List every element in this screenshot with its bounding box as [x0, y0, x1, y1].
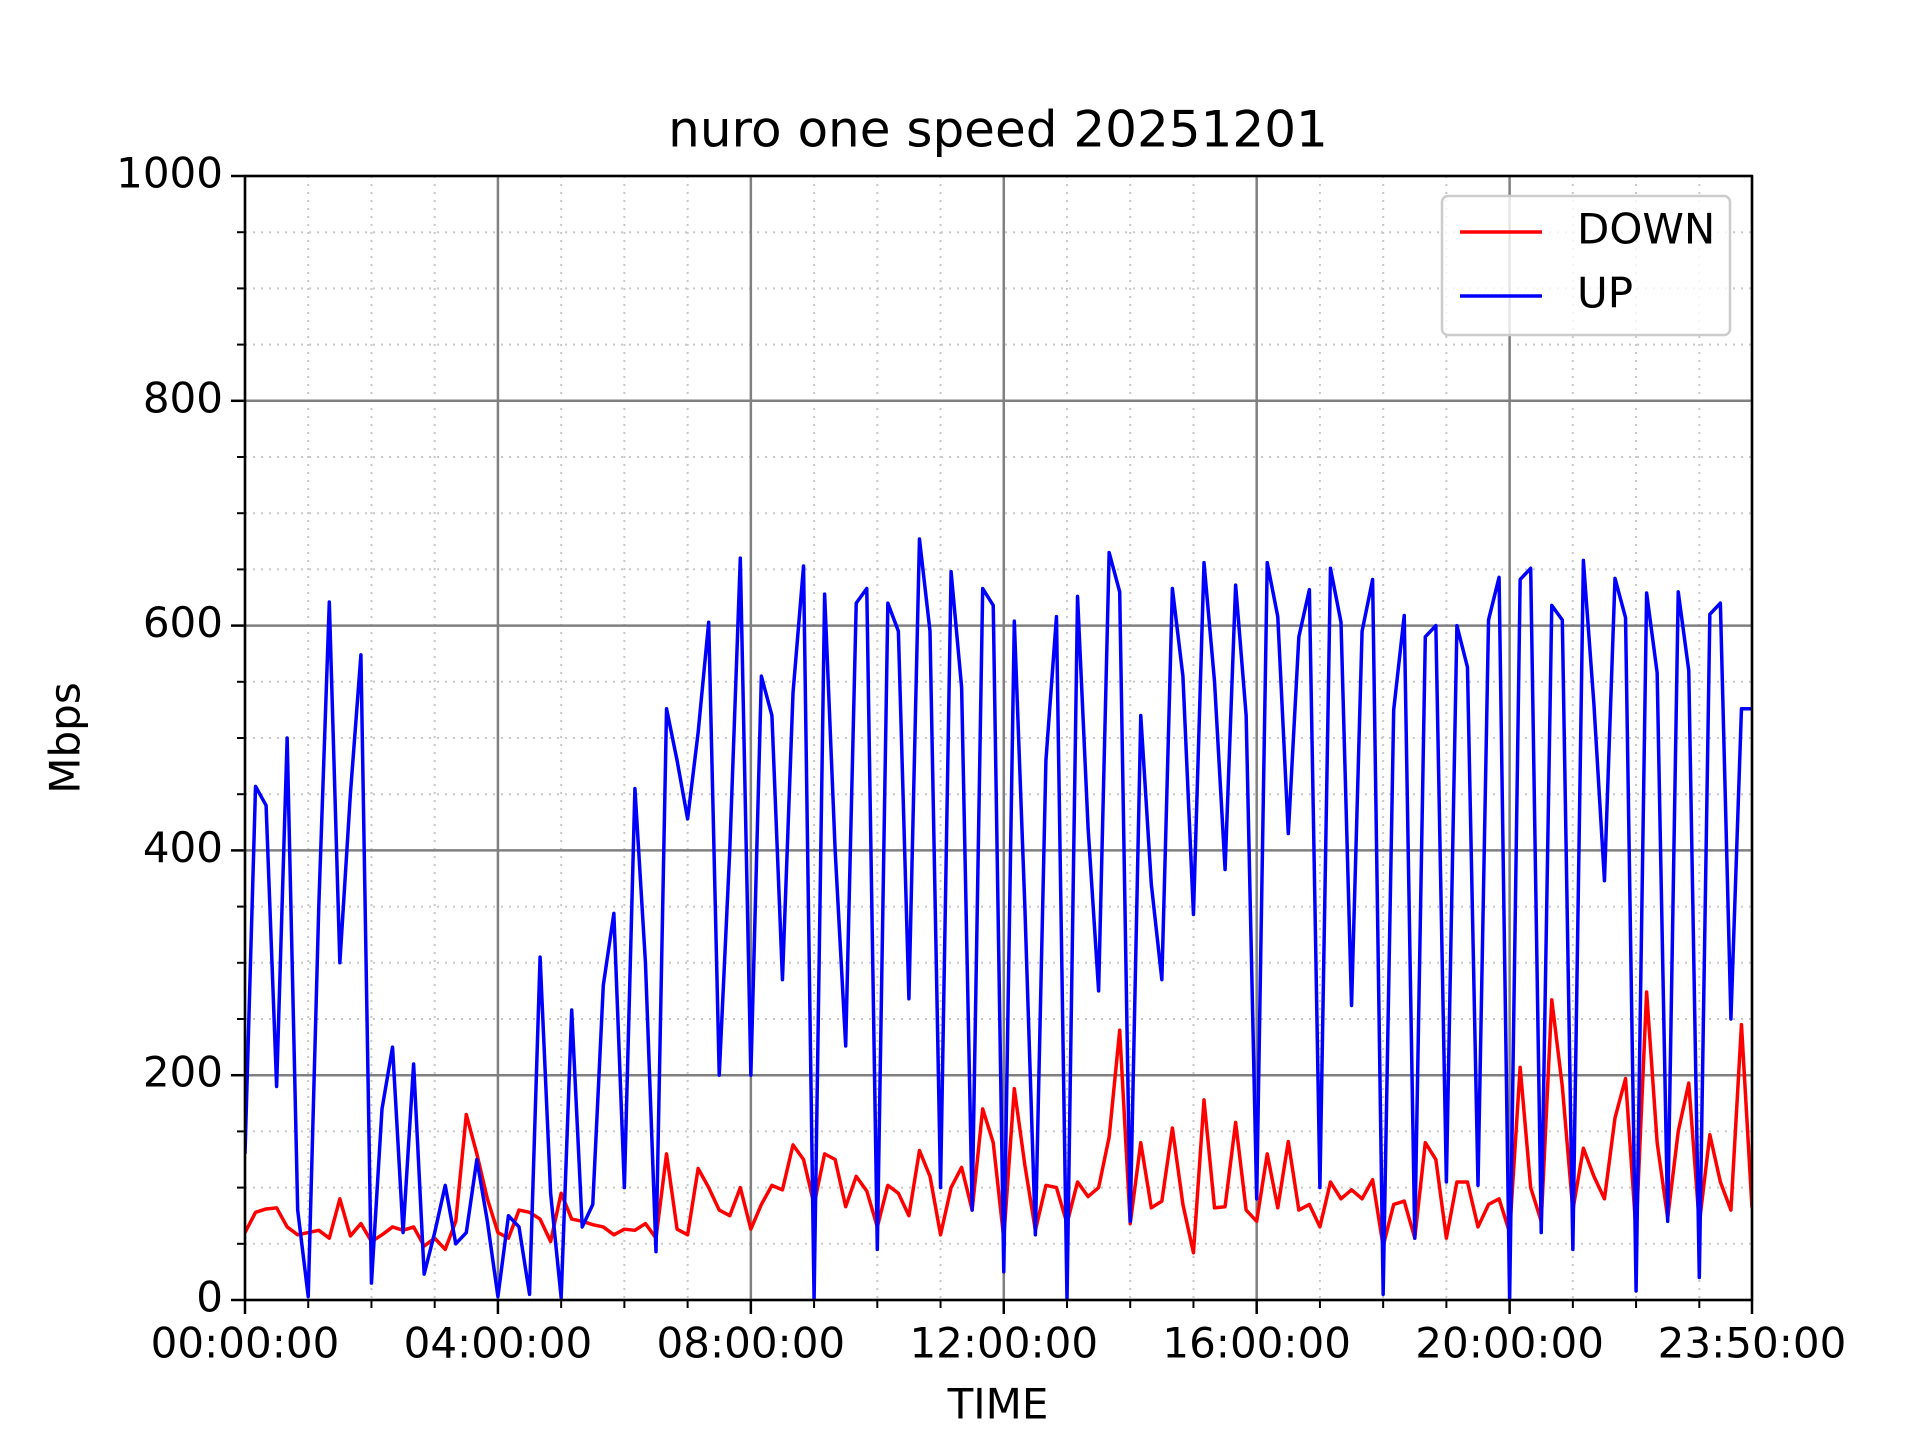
x-tick-label: 12:00:00 — [909, 1319, 1098, 1368]
x-tick-label: 04:00:00 — [404, 1319, 593, 1368]
x-axis-label: TIME — [947, 1380, 1049, 1429]
data-line — [245, 990, 1752, 1255]
legend-label: UP — [1577, 269, 1633, 318]
y-tick-label: 200 — [143, 1048, 223, 1097]
data-line — [245, 537, 1752, 1300]
y-axis-label: Mbps — [41, 682, 90, 793]
axes-frame — [243, 174, 1754, 1302]
x-tick-label: 16:00:00 — [1162, 1319, 1351, 1368]
y-tick-label: 0 — [196, 1273, 223, 1322]
y-tick-label: 600 — [143, 598, 223, 647]
y-tick-label: 800 — [143, 373, 223, 422]
y-tick-label: 1000 — [116, 149, 223, 198]
x-tick-label: 08:00:00 — [657, 1319, 846, 1368]
legend-label: DOWN — [1577, 205, 1715, 254]
x-tick-label: 00:00:00 — [151, 1319, 340, 1368]
x-tick-label: 20:00:00 — [1415, 1319, 1604, 1368]
legend: DOWN UP — [1440, 194, 1732, 337]
chart-title: nuro one speed 20251201 — [668, 101, 1328, 159]
y-tick-label: 400 — [143, 823, 223, 872]
x-tick-label: 23:50:00 — [1658, 1319, 1847, 1368]
